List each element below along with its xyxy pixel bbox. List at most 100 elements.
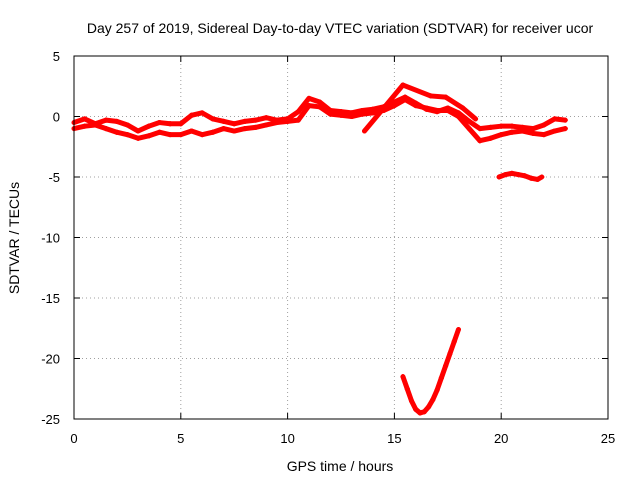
- data-point: [434, 107, 440, 113]
- data-point: [188, 128, 194, 134]
- data-point: [146, 123, 152, 129]
- data-point: [417, 410, 423, 416]
- data-point: [306, 103, 312, 109]
- data-point: [317, 99, 323, 105]
- data-point: [515, 172, 521, 178]
- data-point: [295, 109, 301, 115]
- data-point: [466, 126, 472, 132]
- data-point: [466, 118, 472, 124]
- data-point: [498, 132, 504, 138]
- data-point: [455, 326, 461, 332]
- data-marks: [71, 82, 568, 416]
- data-point: [539, 174, 545, 180]
- data-point: [445, 107, 451, 113]
- data-point: [124, 132, 130, 138]
- data-point: [413, 406, 419, 412]
- data-trace: [361, 82, 406, 134]
- data-point: [434, 387, 440, 393]
- data-point: [509, 129, 515, 135]
- data-point: [562, 126, 568, 132]
- data-point: [541, 132, 547, 138]
- data-point: [82, 123, 88, 129]
- data-point: [552, 128, 558, 134]
- data-point: [135, 128, 141, 134]
- data-point: [413, 103, 419, 109]
- data-point: [221, 118, 227, 124]
- data-point: [156, 120, 162, 126]
- y-tick-label: -20: [41, 352, 60, 367]
- data-point: [92, 122, 98, 128]
- data-point: [408, 398, 414, 404]
- x-tick-label: 15: [387, 431, 401, 446]
- data-point: [423, 105, 429, 111]
- x-tick-label: 20: [494, 431, 508, 446]
- data-point: [391, 103, 397, 109]
- data-point: [522, 173, 528, 179]
- data-point: [242, 118, 248, 124]
- x-axis-label: GPS time / hours: [287, 458, 394, 474]
- data-point: [253, 124, 259, 130]
- data-trace: [466, 126, 483, 144]
- data-point: [359, 111, 365, 117]
- data-point: [438, 375, 444, 381]
- data-point: [528, 175, 534, 181]
- data-point: [263, 122, 269, 128]
- data-point: [426, 404, 432, 410]
- data-point: [274, 120, 280, 126]
- data-point: [135, 135, 141, 141]
- data-point: [199, 110, 205, 116]
- data-point: [509, 170, 515, 176]
- x-tick-label: 10: [280, 431, 294, 446]
- series-scatter-extra: [361, 82, 479, 134]
- y-tick-label: 0: [53, 110, 60, 125]
- data-point: [295, 117, 301, 123]
- data-point: [253, 117, 259, 123]
- data-point: [285, 118, 291, 124]
- data-point: [562, 117, 568, 123]
- data-trace: [295, 95, 312, 115]
- data-point: [430, 397, 436, 403]
- data-trace: [455, 114, 472, 132]
- data-point: [263, 115, 269, 121]
- data-point: [443, 363, 449, 369]
- data-point: [488, 124, 494, 130]
- data-point: [188, 112, 194, 118]
- data-point: [349, 114, 355, 119]
- y-tick-label: -25: [41, 412, 60, 427]
- data-point: [451, 339, 457, 345]
- data-point: [156, 129, 162, 135]
- x-tick-label: 0: [70, 431, 77, 446]
- chart-title: Day 257 of 2019, Sidereal Day-to-day VTE…: [87, 20, 594, 36]
- axis-ticks: 0 5 10 15 20 25 -25 -20 -15 -10 -5 0 5: [41, 49, 615, 446]
- data-point: [455, 114, 461, 119]
- data-point: [103, 117, 109, 123]
- y-axis-label: SDTVAR / TECUs: [6, 182, 22, 294]
- data-point: [124, 122, 130, 128]
- data-point: [477, 126, 483, 132]
- data-point: [530, 130, 536, 136]
- data-trace: [443, 94, 466, 111]
- data-point: [535, 176, 541, 182]
- data-point: [421, 409, 427, 415]
- data-point: [317, 104, 323, 110]
- y-tick-label: 5: [53, 49, 60, 64]
- y-tick-label: -15: [41, 291, 60, 306]
- data-point: [167, 132, 173, 138]
- data-point: [338, 112, 344, 118]
- data-point: [541, 122, 547, 128]
- data-trace: [460, 105, 479, 122]
- x-tick-label: 5: [177, 431, 184, 446]
- data-point: [210, 116, 216, 122]
- data-point: [221, 126, 227, 132]
- data-point: [530, 126, 536, 132]
- data-point: [447, 351, 453, 357]
- data-point: [496, 174, 502, 180]
- data-point: [242, 126, 248, 132]
- data-point: [477, 138, 483, 144]
- data-point: [552, 116, 558, 122]
- data-trace: [400, 82, 434, 99]
- data-point: [306, 95, 312, 101]
- data-point: [103, 126, 109, 132]
- y-tick-label: -10: [41, 231, 60, 246]
